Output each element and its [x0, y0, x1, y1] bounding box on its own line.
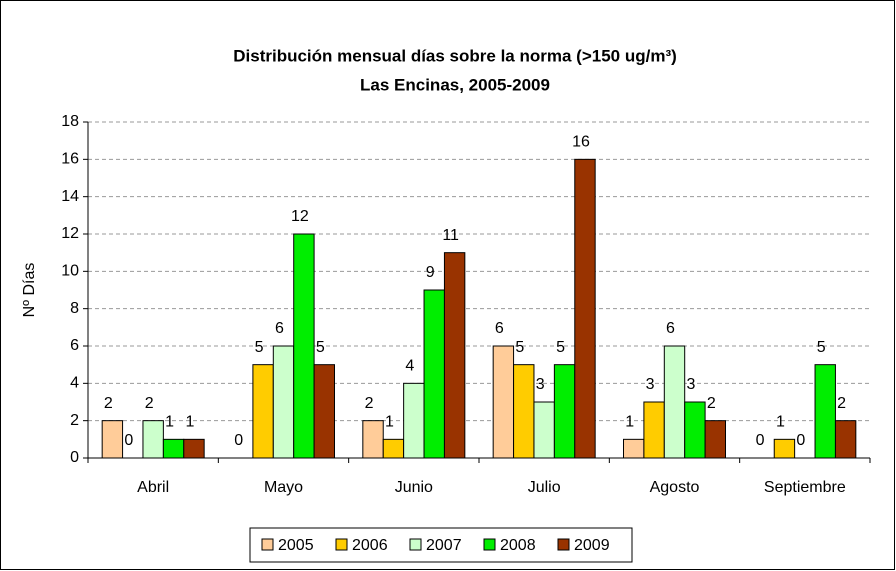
y-tick-label: 8: [70, 300, 79, 317]
bar: [663, 345, 686, 459]
data-label: 0: [796, 432, 805, 449]
y-tick-label: 18: [61, 113, 79, 130]
bar: [252, 364, 274, 459]
bar: [533, 401, 555, 459]
bar: [773, 438, 796, 459]
data-label: 16: [572, 134, 590, 151]
data-label: 1: [625, 414, 634, 431]
bar: [553, 364, 576, 459]
chart-subtitle: Las Encinas, 2005-2009: [360, 75, 550, 94]
bar: [101, 420, 124, 459]
x-tick-label: Abril: [137, 479, 169, 496]
bar: [513, 364, 535, 459]
bar: [623, 438, 645, 459]
bar: [313, 364, 336, 459]
data-label: 4: [405, 358, 414, 375]
bar: [403, 382, 425, 459]
bar: [272, 345, 295, 459]
y-tick-label: 16: [61, 151, 79, 168]
legend-label: 2008: [500, 537, 536, 554]
data-label: 9: [426, 264, 435, 281]
bar: [362, 420, 384, 459]
legend-label: 2006: [352, 537, 388, 554]
chart-title: Distribución mensual días sobre la norma…: [233, 46, 677, 65]
x-tick-label: Septiembre: [764, 479, 846, 496]
data-label: 0: [756, 432, 765, 449]
x-tick-label: Julio: [528, 479, 561, 496]
data-label: 1: [186, 414, 195, 431]
bar: [293, 233, 315, 459]
data-label: 5: [817, 339, 826, 356]
data-label: 0: [234, 432, 243, 449]
bar: [423, 289, 445, 459]
bar: [443, 252, 466, 459]
bar: [834, 420, 857, 459]
legend-swatch: [335, 538, 348, 551]
bar: [183, 438, 205, 459]
x-tick-label: Mayo: [264, 479, 303, 496]
y-tick-label: 6: [70, 337, 79, 354]
y-tick-label: 10: [61, 263, 79, 280]
data-label: 2: [365, 395, 374, 412]
legend-swatch: [483, 538, 496, 551]
bar: [704, 420, 726, 459]
data-label: 1: [776, 414, 785, 431]
data-label: 6: [495, 320, 504, 337]
data-label: 1: [385, 414, 394, 431]
data-label: 0: [124, 432, 133, 449]
data-label: 11: [442, 227, 459, 244]
bar: [492, 345, 515, 459]
y-axis-label: Nº Días: [21, 263, 38, 318]
data-label: 5: [255, 339, 264, 356]
legend-swatch: [557, 538, 570, 551]
data-label: 6: [666, 320, 675, 337]
x-tick-label: Agosto: [650, 479, 700, 496]
y-tick-label: 12: [61, 225, 79, 242]
data-label: 1: [165, 414, 174, 431]
legend-swatch: [261, 538, 274, 551]
bar: [382, 438, 405, 459]
data-label: 2: [707, 395, 716, 412]
bar: [142, 420, 164, 459]
y-tick-label: 14: [61, 188, 79, 205]
bar: [162, 438, 185, 459]
data-label: 5: [316, 339, 325, 356]
y-tick-label: 0: [70, 449, 79, 466]
legend-label: 2005: [278, 537, 314, 554]
y-tick-label: 4: [70, 375, 79, 392]
data-label: 3: [686, 376, 695, 393]
data-label: 5: [556, 339, 565, 356]
bar: [643, 401, 665, 459]
data-label: 3: [536, 376, 545, 393]
legend-label: 2007: [426, 537, 462, 554]
data-label: 12: [291, 208, 309, 225]
data-label: 5: [515, 339, 524, 356]
legend-swatch: [409, 538, 422, 551]
bar: [574, 158, 596, 459]
x-tick-label: Junio: [395, 479, 433, 496]
legend-label: 2009: [574, 537, 610, 554]
bar: [684, 401, 706, 459]
data-label: 2: [145, 395, 154, 412]
bar: [814, 364, 836, 459]
data-label: 2: [837, 395, 846, 412]
y-tick-label: 2: [70, 412, 79, 429]
data-label: 6: [275, 320, 284, 337]
data-label: 3: [646, 376, 655, 393]
data-label: 2: [104, 395, 113, 412]
